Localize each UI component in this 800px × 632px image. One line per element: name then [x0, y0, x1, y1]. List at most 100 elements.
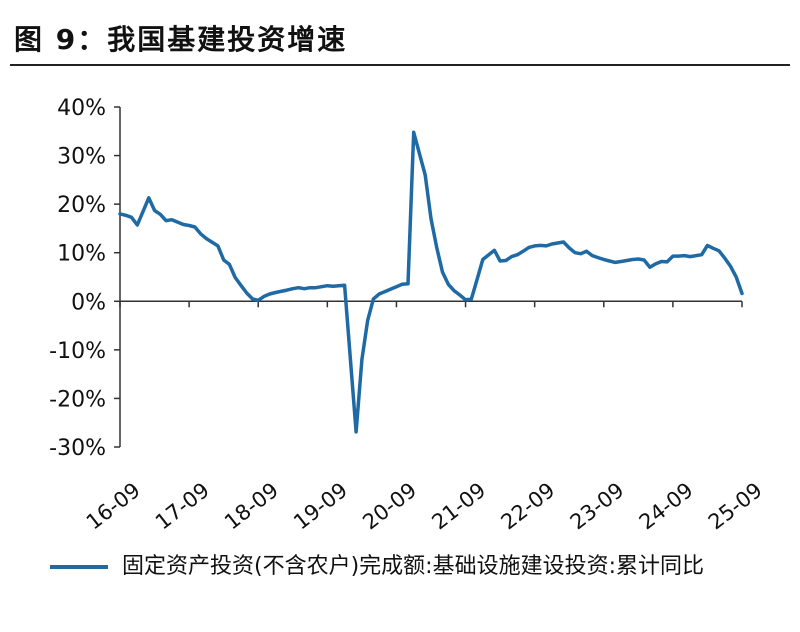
- x-tick-label: 24-09: [635, 478, 698, 534]
- data-point: [596, 256, 600, 259]
- data-point: [585, 250, 588, 253]
- data-point: [354, 430, 358, 434]
- data-point: [326, 284, 329, 287]
- x-tick-label: 23-09: [566, 478, 629, 534]
- data-point: [729, 265, 732, 268]
- data-point: [147, 196, 150, 199]
- data-point: [441, 270, 444, 274]
- data-point: [637, 257, 640, 261]
- figure-title: 图 9：我国基建投资增速: [14, 23, 348, 56]
- x-tick-label: 20-09: [358, 478, 421, 534]
- data-point: [268, 292, 271, 296]
- data-point: [366, 319, 369, 322]
- data-point: [262, 295, 266, 298]
- data-point: [234, 276, 237, 279]
- data-point: [245, 291, 248, 295]
- data-point: [424, 173, 427, 177]
- data-point: [608, 259, 611, 263]
- data-point: [274, 291, 277, 294]
- data-point: [700, 253, 703, 256]
- data-point: [314, 286, 317, 289]
- data-point: [493, 249, 496, 252]
- data-point: [677, 254, 680, 258]
- data-point: [395, 285, 398, 288]
- data-point: [602, 258, 605, 261]
- data-point: [579, 252, 582, 255]
- data-point: [130, 216, 133, 219]
- series-line: [118, 130, 744, 434]
- data-point: [562, 240, 565, 244]
- x-axis: 16-09 17-09 18-09 19-09 20-09 21-09 22-09 23-09…: [82, 300, 767, 534]
- data-point: [401, 283, 404, 286]
- y-tick-label: 10%: [57, 242, 106, 267]
- data-point: [498, 259, 502, 263]
- data-point: [573, 251, 577, 254]
- data-point: [504, 259, 508, 262]
- header-rule: [10, 64, 790, 66]
- data-point: [527, 246, 531, 249]
- y-tick-label: 20%: [57, 193, 106, 218]
- data-point: [205, 237, 208, 240]
- data-point: [671, 254, 675, 258]
- data-point: [648, 266, 652, 269]
- x-tick-label: 18-09: [220, 478, 283, 534]
- data-point: [343, 284, 346, 287]
- data-point: [735, 275, 738, 279]
- data-point: [153, 209, 156, 212]
- data-point: [516, 253, 519, 256]
- data-point: [435, 246, 438, 250]
- x-tick-label: 16-09: [82, 478, 145, 534]
- x-tick-label: 19-09: [289, 478, 352, 534]
- y-tick-label: -10%: [49, 339, 106, 364]
- data-point: [510, 255, 513, 258]
- data-point: [136, 223, 139, 227]
- data-point: [239, 284, 243, 287]
- data-point: [654, 262, 657, 266]
- data-point: [199, 232, 202, 235]
- y-axis: -30% -20% -10% 0% 10% 20% 30% 40%: [49, 96, 121, 461]
- data-point: [285, 288, 289, 292]
- x-tick-label: 25-09: [704, 478, 767, 534]
- data-point: [187, 224, 191, 227]
- data-point: [406, 282, 410, 285]
- data-point: [470, 298, 473, 301]
- y-tick-label: 30%: [57, 145, 106, 170]
- data-point: [660, 260, 663, 263]
- data-point: [458, 293, 461, 297]
- data-point: [665, 260, 669, 264]
- data-point: [320, 285, 323, 288]
- data-point: [521, 250, 525, 253]
- data-point: [331, 285, 335, 288]
- data-point: [216, 244, 220, 248]
- legend-label: 固定资产投资(不含农户)完成额:基础设施建设投资:累计同比: [122, 554, 704, 579]
- data-point: [222, 258, 225, 262]
- data-point: [550, 242, 554, 246]
- y-tick-label: -20%: [49, 387, 106, 412]
- data-point: [372, 297, 375, 301]
- data-point: [533, 244, 536, 248]
- data-point: [193, 225, 197, 229]
- data-point: [452, 289, 456, 292]
- data-point: [689, 255, 692, 258]
- data-point: [170, 218, 173, 221]
- data-point: [712, 247, 715, 250]
- data-point: [619, 260, 623, 263]
- data-point: [412, 131, 415, 134]
- data-point: [228, 263, 231, 266]
- data-point: [389, 287, 392, 291]
- x-tick-label: 17-09: [151, 478, 214, 534]
- x-tick-label: 22-09: [497, 478, 560, 534]
- y-tick-label: 0%: [71, 290, 106, 315]
- data-point: [740, 292, 744, 295]
- data-point: [118, 212, 122, 216]
- data-point: [360, 358, 364, 361]
- data-point: [631, 258, 634, 261]
- data-point: [337, 284, 341, 287]
- data-point: [308, 286, 312, 289]
- data-point: [481, 258, 484, 261]
- data-point: [303, 287, 306, 290]
- data-point: [464, 298, 467, 301]
- data-point: [683, 254, 686, 257]
- x-tick-label: 21-09: [427, 478, 490, 534]
